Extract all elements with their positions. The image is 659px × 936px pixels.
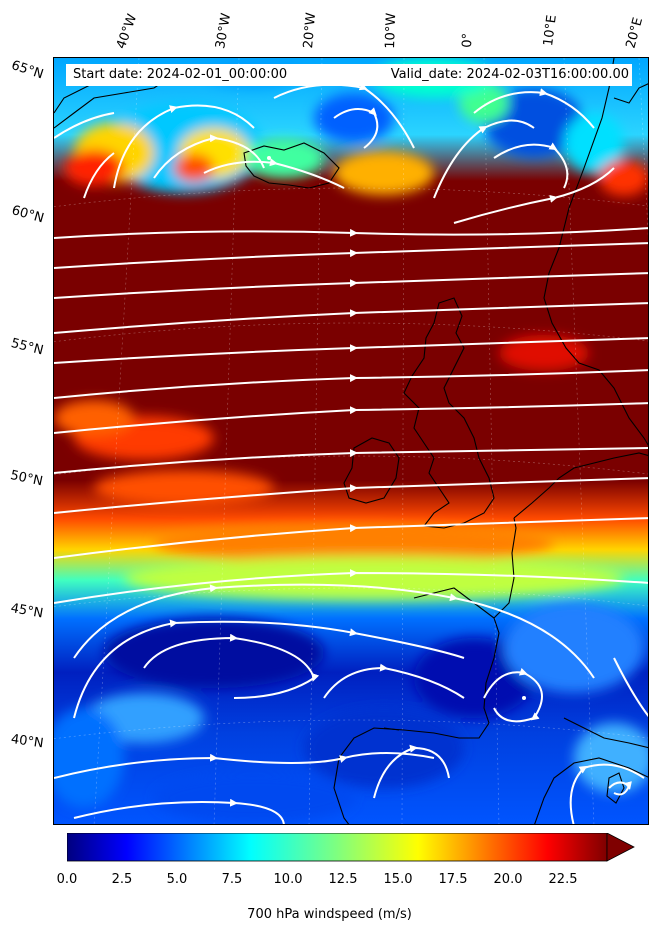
- lon-label-30w: 30°W: [213, 12, 235, 51]
- lon-label-10w: 10°W: [383, 12, 400, 49]
- lat-label-60n: 60°N: [9, 203, 46, 227]
- colorbar-tick: 20.0: [493, 872, 523, 887]
- valid-date-label: Valid_date: 2024-02-03T16:00:00.00: [390, 67, 629, 82]
- colorbar-tick: 17.5: [438, 872, 468, 887]
- streamlines: [54, 82, 648, 824]
- colorbar-tick: 12.5: [328, 872, 358, 887]
- windspeed-map: [54, 58, 648, 824]
- lon-label-40w: 40°W: [113, 12, 141, 51]
- colorbar-label: 700 hPa windspeed (m/s): [247, 907, 412, 922]
- colorbar-tick: 15.0: [383, 872, 413, 887]
- colorbar-extend-arrow: [606, 833, 635, 862]
- colorbar: [67, 833, 635, 862]
- colorbar-tick: 10.0: [273, 872, 303, 887]
- colorbar-tick: 22.5: [548, 872, 578, 887]
- lon-label-20w: 20°W: [301, 11, 320, 49]
- colorbar-tick: 7.5: [221, 872, 243, 887]
- colorbar-tick: 5.0: [166, 872, 188, 887]
- lat-label-65n: 65°N: [9, 58, 46, 83]
- colorbar-tick: 2.5: [111, 872, 133, 887]
- colorbar-tick: 0.0: [56, 872, 78, 887]
- lon-label-0: 0°: [460, 32, 476, 48]
- start-date-label: Start date: 2024-02-01_00:00:00: [73, 67, 288, 82]
- date-info-box: Start date: 2024-02-01_00:00:00 Valid_da…: [66, 64, 632, 86]
- lat-label-40n: 40°N: [9, 732, 45, 752]
- lon-label-10e: 10°E: [541, 14, 560, 47]
- lat-label-55n: 55°N: [9, 336, 45, 359]
- lon-label-20e: 20°E: [623, 15, 647, 51]
- colorbar-gradient: [67, 833, 608, 862]
- lat-label-45n: 45°N: [9, 601, 45, 622]
- lat-label-50n: 50°N: [8, 468, 45, 490]
- vortex-marks: [267, 156, 526, 700]
- map-panel[interactable]: [53, 57, 649, 825]
